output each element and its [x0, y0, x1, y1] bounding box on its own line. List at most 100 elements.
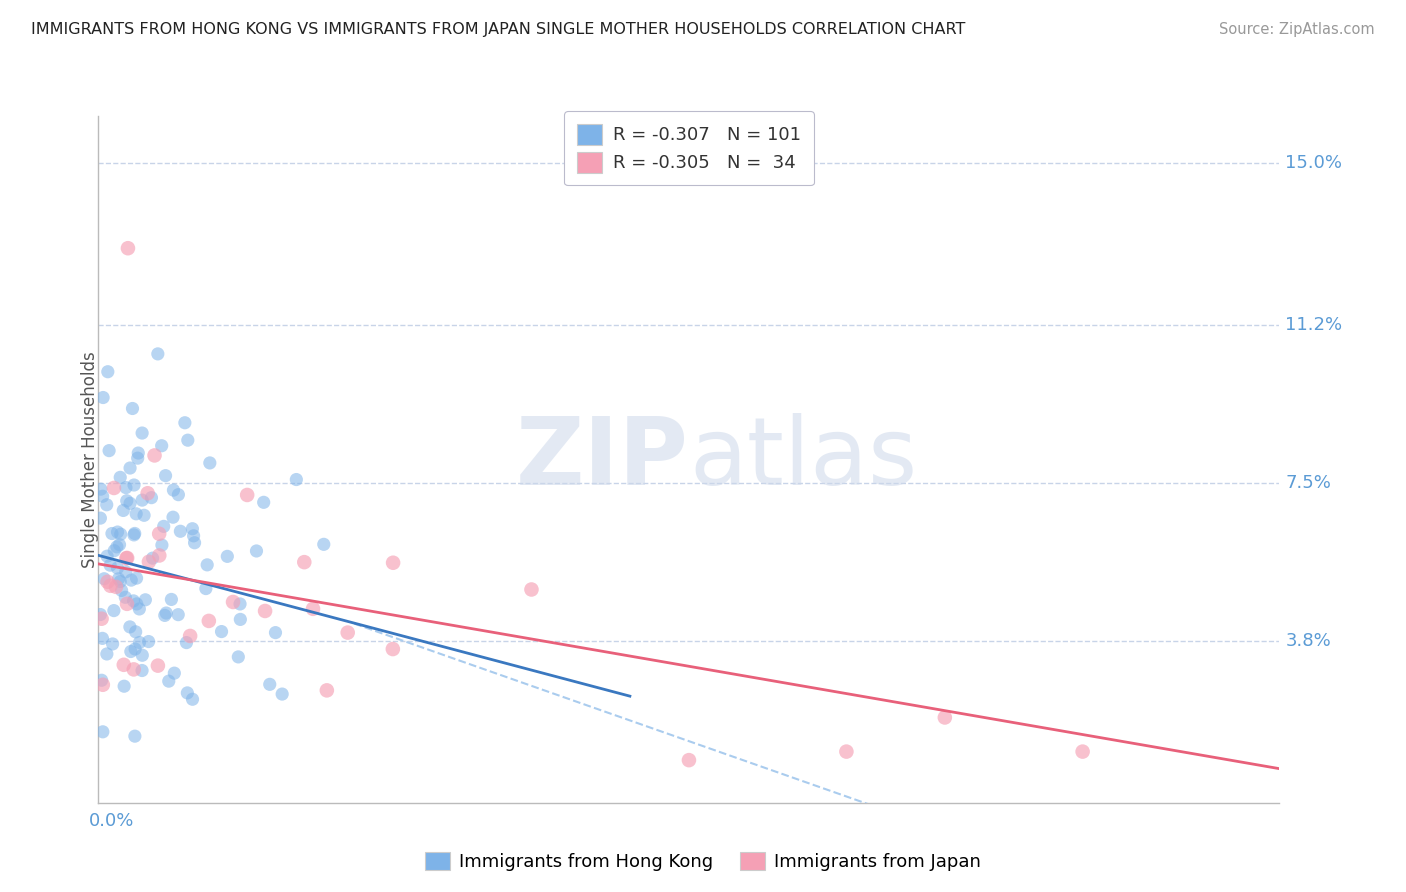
- Point: [254, 604, 277, 618]
- Point: [122, 528, 145, 542]
- Point: [136, 486, 159, 500]
- Point: [127, 451, 149, 466]
- Point: [125, 597, 148, 611]
- Point: [96, 574, 118, 589]
- Point: [336, 625, 359, 640]
- Point: [146, 658, 169, 673]
- Point: [110, 527, 132, 541]
- Point: [120, 496, 142, 510]
- Point: [198, 456, 221, 470]
- Point: [131, 664, 153, 678]
- Y-axis label: Single Mother Households: Single Mother Households: [82, 351, 98, 567]
- Point: [134, 592, 156, 607]
- Text: 3.8%: 3.8%: [1285, 632, 1331, 649]
- Point: [91, 678, 114, 692]
- Point: [124, 642, 146, 657]
- Point: [110, 574, 132, 589]
- Point: [110, 470, 132, 484]
- Point: [226, 649, 249, 664]
- Point: [125, 571, 148, 585]
- Point: [120, 573, 142, 587]
- Point: [160, 592, 183, 607]
- Point: [128, 635, 150, 649]
- Point: [131, 493, 153, 508]
- Point: [98, 443, 121, 458]
- Point: [292, 555, 315, 569]
- Point: [167, 607, 190, 622]
- Point: [835, 745, 858, 759]
- Point: [198, 614, 221, 628]
- Point: [150, 439, 173, 453]
- Point: [183, 535, 205, 549]
- Point: [101, 526, 124, 541]
- Point: [112, 503, 135, 517]
- Point: [127, 446, 149, 460]
- Point: [98, 558, 121, 573]
- Point: [1071, 745, 1094, 759]
- Text: ZIP: ZIP: [516, 413, 689, 506]
- Point: [118, 620, 141, 634]
- Point: [678, 753, 700, 767]
- Point: [143, 449, 166, 463]
- Point: [155, 606, 177, 620]
- Text: 11.2%: 11.2%: [1285, 316, 1343, 334]
- Point: [271, 687, 294, 701]
- Legend: Immigrants from Hong Kong, Immigrants from Japan: Immigrants from Hong Kong, Immigrants fr…: [418, 845, 988, 879]
- Point: [150, 538, 173, 552]
- Point: [91, 632, 114, 646]
- Point: [91, 391, 114, 405]
- Point: [107, 524, 129, 539]
- Point: [162, 483, 184, 497]
- Point: [148, 526, 170, 541]
- Point: [124, 624, 146, 639]
- Point: [105, 540, 128, 554]
- Point: [312, 537, 335, 551]
- Point: [155, 468, 177, 483]
- Point: [121, 401, 143, 416]
- Point: [229, 612, 252, 626]
- Point: [131, 648, 153, 663]
- Text: 7.5%: 7.5%: [1285, 474, 1331, 491]
- Point: [236, 488, 259, 502]
- Point: [302, 602, 325, 616]
- Point: [169, 524, 191, 539]
- Point: [138, 555, 160, 569]
- Point: [194, 582, 217, 596]
- Point: [115, 493, 138, 508]
- Point: [90, 673, 112, 688]
- Point: [96, 498, 118, 512]
- Point: [112, 679, 135, 693]
- Point: [117, 241, 139, 255]
- Point: [153, 608, 176, 623]
- Point: [315, 683, 337, 698]
- Point: [96, 647, 118, 661]
- Point: [89, 607, 111, 622]
- Point: [173, 416, 195, 430]
- Point: [131, 425, 153, 440]
- Point: [91, 724, 114, 739]
- Point: [115, 551, 138, 566]
- Point: [115, 551, 138, 566]
- Point: [245, 544, 267, 558]
- Point: [211, 624, 233, 639]
- Text: 15.0%: 15.0%: [1285, 154, 1343, 172]
- Point: [176, 635, 198, 649]
- Legend: R = -0.307   N = 101, R = -0.305   N =  34: R = -0.307 N = 101, R = -0.305 N = 34: [564, 112, 814, 186]
- Point: [253, 495, 276, 509]
- Point: [115, 597, 138, 611]
- Point: [122, 478, 145, 492]
- Point: [115, 481, 138, 495]
- Point: [103, 481, 125, 495]
- Point: [100, 579, 122, 593]
- Point: [520, 582, 543, 597]
- Point: [125, 507, 148, 521]
- Point: [112, 657, 135, 672]
- Point: [114, 591, 136, 605]
- Point: [152, 519, 174, 533]
- Text: Source: ZipAtlas.com: Source: ZipAtlas.com: [1219, 22, 1375, 37]
- Point: [176, 686, 198, 700]
- Point: [157, 674, 180, 689]
- Point: [183, 529, 205, 543]
- Point: [93, 572, 115, 586]
- Point: [120, 461, 142, 475]
